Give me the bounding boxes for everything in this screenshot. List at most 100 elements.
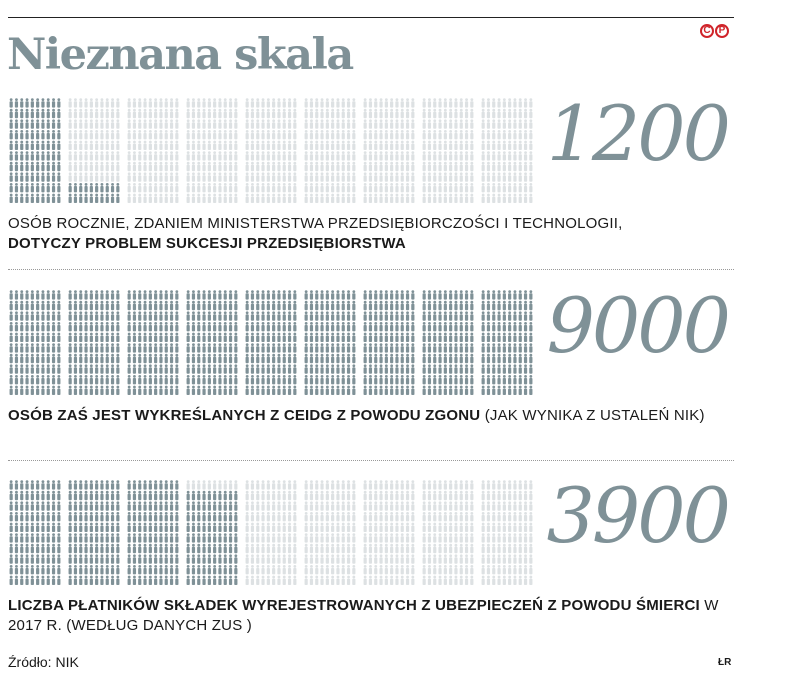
person-icon-filled xyxy=(100,490,104,501)
person-icon-empty xyxy=(148,108,152,119)
person-icon-filled xyxy=(374,375,378,385)
person-icon-filled xyxy=(116,480,120,490)
person-icon-filled xyxy=(320,375,324,385)
person-icon-empty xyxy=(282,543,286,554)
person-icon-filled xyxy=(164,543,168,554)
person-icon-empty xyxy=(73,151,78,161)
person-icon-empty xyxy=(207,108,211,119)
person-icon-empty xyxy=(464,554,469,564)
person-icon-empty xyxy=(518,140,522,150)
person-icon-filled xyxy=(438,300,442,311)
person-icon-empty xyxy=(341,565,345,575)
person-icon-empty xyxy=(374,108,378,119)
stat-section-2: 9000 OSÓB ZAŚ JEST WYKREŚLANYCH Z CEIDG … xyxy=(8,288,734,450)
person-icon-empty xyxy=(304,522,308,532)
person-icon-empty xyxy=(352,193,356,203)
person-icon-filled xyxy=(315,375,319,385)
person-icon-filled xyxy=(223,332,227,342)
person-icon-empty xyxy=(438,501,442,511)
person-icon-empty xyxy=(336,161,340,172)
person-icon-filled xyxy=(518,353,522,364)
person-icon-filled xyxy=(100,332,104,342)
person-icon-empty xyxy=(169,172,174,182)
person-icon-empty xyxy=(486,533,491,543)
person-icon-filled xyxy=(384,375,388,385)
person-icon-empty xyxy=(443,98,447,108)
person-icon-filled xyxy=(518,385,522,395)
person-icon-empty xyxy=(309,119,314,129)
person-icon-filled xyxy=(51,490,56,501)
person-icon-filled xyxy=(73,183,78,193)
person-icon-filled xyxy=(116,322,120,332)
person-icon-empty xyxy=(481,522,485,532)
person-icon-filled xyxy=(143,375,147,385)
person-icon-empty xyxy=(422,501,426,511)
person-icon-filled xyxy=(95,332,99,342)
person-icon-filled xyxy=(14,575,19,585)
person-icon-empty xyxy=(405,522,410,532)
person-icon-filled xyxy=(159,385,163,395)
person-icon-empty xyxy=(481,501,485,511)
person-icon-filled xyxy=(197,290,201,300)
person-icon-filled xyxy=(20,575,24,585)
person-icon-empty xyxy=(186,151,190,161)
person-icon-filled xyxy=(36,575,40,585)
person-icon-empty xyxy=(523,543,528,554)
person-icon-filled xyxy=(51,364,56,374)
person-icon-filled xyxy=(100,533,104,543)
person-icon-empty xyxy=(449,108,453,119)
person-icon-empty xyxy=(218,151,222,161)
person-icon-empty xyxy=(449,130,453,140)
person-icon-empty xyxy=(223,480,227,490)
person-icon-filled xyxy=(384,385,388,395)
person-icon-filled xyxy=(245,332,249,342)
person-icon-empty xyxy=(352,490,356,501)
person-icon-filled xyxy=(384,343,388,353)
person-icon-filled xyxy=(95,311,99,321)
person-icon-filled xyxy=(148,480,152,490)
person-icon-filled xyxy=(320,290,324,300)
person-icon-empty xyxy=(492,480,496,490)
person-icon-empty xyxy=(368,575,373,585)
desc-2-bold: OSÓB ZAŚ JEST WYKREŚLANYCH Z CEIDG Z POW… xyxy=(8,407,481,424)
person-icon-empty xyxy=(368,119,373,129)
person-icon-filled xyxy=(202,501,206,511)
person-icon-empty xyxy=(379,554,383,564)
person-icon-filled xyxy=(207,290,211,300)
person-icon-filled xyxy=(110,183,115,193)
person-icon-filled xyxy=(143,332,147,342)
person-icon-empty xyxy=(110,161,115,172)
person-icon-empty xyxy=(529,172,533,182)
person-icon-empty xyxy=(481,543,485,554)
person-icon-empty xyxy=(374,183,378,193)
person-icon-filled xyxy=(73,290,78,300)
person-icon-filled xyxy=(304,385,308,395)
person-icon-filled xyxy=(245,385,249,395)
person-icon-filled xyxy=(228,522,233,532)
person-icon-filled xyxy=(169,522,174,532)
person-icon-filled xyxy=(502,332,506,342)
person-icon-empty xyxy=(427,533,432,543)
person-icon-filled xyxy=(400,375,404,385)
person-icon-filled xyxy=(20,512,24,522)
person-icon-filled xyxy=(36,385,40,395)
person-icon-filled xyxy=(234,353,238,364)
person-icon-empty xyxy=(261,151,265,161)
person-icon-empty xyxy=(346,161,351,172)
person-icon-filled xyxy=(486,311,491,321)
person-icon-empty xyxy=(470,565,474,575)
person-icon-filled xyxy=(20,311,24,321)
person-icon-filled xyxy=(368,343,373,353)
person-icon-empty xyxy=(309,172,314,182)
person-icon-filled xyxy=(405,332,410,342)
person-icon-empty xyxy=(68,130,72,140)
person-icon-empty xyxy=(422,172,426,182)
person-icon-empty xyxy=(481,161,485,172)
person-icon-empty xyxy=(293,554,297,564)
person-icon-filled xyxy=(523,343,528,353)
person-icon-filled xyxy=(30,193,34,203)
person-icon-empty xyxy=(523,140,528,150)
person-icon-filled xyxy=(9,480,13,490)
person-icon-filled xyxy=(159,533,163,543)
person-icon-empty xyxy=(352,119,356,129)
